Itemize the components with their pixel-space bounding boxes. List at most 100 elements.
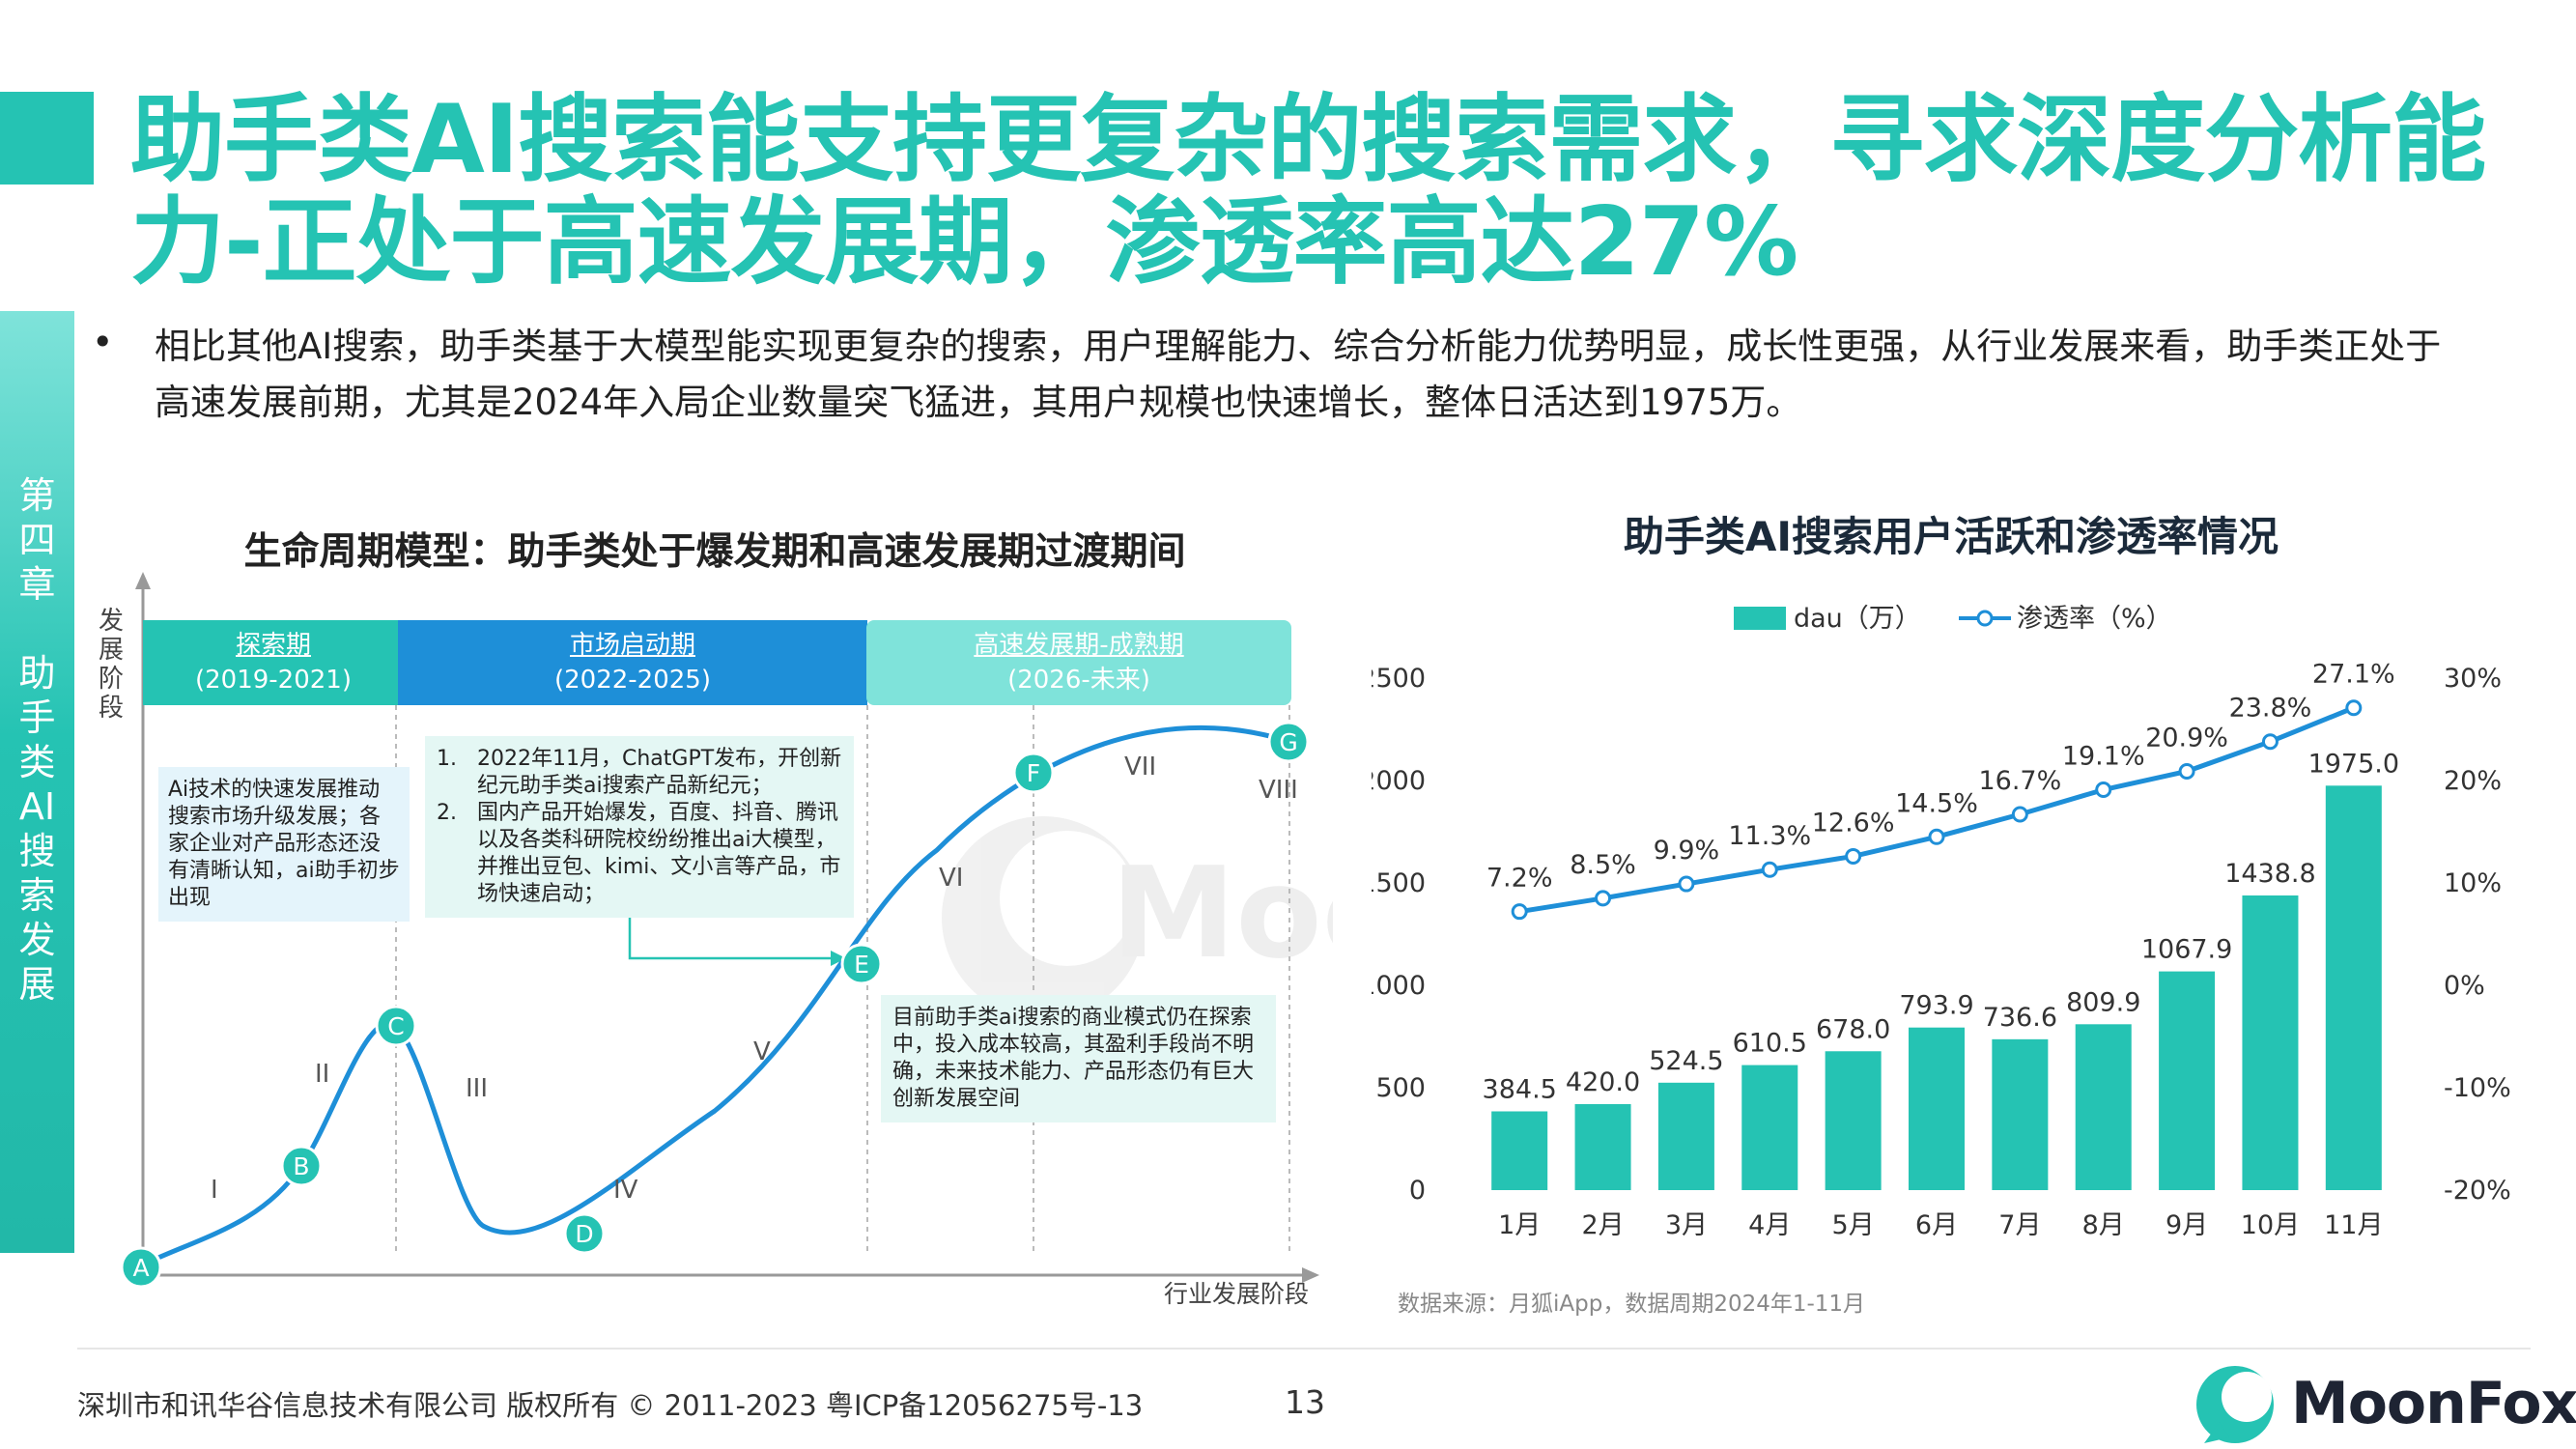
- bar: [2325, 785, 2382, 1190]
- bar-value-label: 793.9: [1899, 991, 1973, 1021]
- moonfox-logo-icon: [2196, 1366, 2274, 1443]
- footer-divider: [77, 1348, 2531, 1350]
- note-current-status: 目前助手类ai搜索的商业模式仍在探索中，投入成本较高，其盈利手段尚不明确，未来技…: [881, 995, 1276, 1122]
- line-point: [2011, 806, 2028, 823]
- line-value-label: 8.5%: [1570, 850, 1636, 880]
- x-tick-label: 2月: [1581, 1210, 1624, 1240]
- moonfox-logo-text: MoonFox: [2291, 1370, 2576, 1437]
- bar-value-label: 678.0: [1816, 1014, 1890, 1044]
- stage-exploration: 探索期 (2019-2021): [143, 620, 404, 705]
- point-A: A: [120, 1246, 162, 1289]
- svg-text:C: C: [387, 1012, 404, 1040]
- line-point: [1595, 890, 1612, 907]
- x-tick-label: 3月: [1665, 1210, 1708, 1240]
- bar: [1992, 1038, 2049, 1190]
- line-point: [2095, 781, 2112, 799]
- svg-text:F: F: [1027, 759, 1040, 787]
- bar: [1909, 1027, 1965, 1190]
- phase-label: VIII: [1259, 776, 1298, 805]
- y-right-tick: 0%: [2444, 971, 2485, 1001]
- note-market-launch: 1. 2022年11月，ChatGPT发布，开创新纪元助手类ai搜索产品新纪元； …: [425, 736, 854, 918]
- phase-label: III: [466, 1074, 488, 1103]
- point-D: D: [563, 1212, 606, 1255]
- phase-label: IV: [613, 1176, 638, 1205]
- x-tick-label: 9月: [2166, 1210, 2208, 1240]
- y-axis-label: 发 展 阶 段: [98, 607, 124, 723]
- svg-text:MoonFox: MoonFox: [1111, 839, 1333, 986]
- bar: [1491, 1111, 1548, 1190]
- bar-value-label: 524.5: [1649, 1046, 1723, 1076]
- y-left-tick: 500: [1375, 1073, 1426, 1103]
- svg-text:E: E: [854, 951, 869, 979]
- stage-high-growth: 高速发展期-成熟期 (2026-未来): [866, 620, 1291, 705]
- bar-value-label: 809.9: [2066, 987, 2140, 1017]
- chapter-label: 第 四 章 助 手 类 AI 搜 索 发 展: [18, 474, 56, 1006]
- bar-value-label: 736.6: [1983, 1003, 2057, 1033]
- phase-label: V: [753, 1037, 771, 1066]
- y-right-tick: -20%: [2444, 1176, 2511, 1206]
- line-point: [2345, 699, 2363, 717]
- title-accent-bar: [0, 92, 94, 185]
- line-point: [1511, 903, 1528, 921]
- point-C: C: [375, 1005, 417, 1047]
- bar-value-label: 1975.0: [2308, 749, 2399, 779]
- legend-line-label: 渗透率（%）: [2017, 604, 2172, 634]
- line-value-label: 19.1%: [2062, 742, 2145, 772]
- x-tick-label: 4月: [1748, 1210, 1791, 1240]
- bar-value-label: 1438.8: [2224, 859, 2315, 889]
- svg-text:D: D: [575, 1220, 593, 1248]
- page-number: 13: [1285, 1383, 1325, 1421]
- y-left-tick: 1500: [1372, 868, 1426, 898]
- line-value-label: 12.6%: [1812, 808, 1895, 838]
- bar: [1657, 1082, 1714, 1190]
- y-left-tick: 0: [1409, 1176, 1426, 1206]
- bar: [2075, 1024, 2132, 1190]
- lifecycle-title: 生命周期模型：助手类处于爆发期和高速发展期过渡期间: [243, 530, 1186, 574]
- dau-penetration-chart: dau（万） 渗透率（%） 384.5 420.0 524.5 610.5 678.0 7…: [1372, 604, 2511, 1240]
- line-value-label: 14.5%: [1895, 788, 1978, 818]
- y-right-tick: 10%: [2444, 868, 2502, 898]
- line-value-label: 27.1%: [2312, 660, 2395, 690]
- line-value-label: 9.9%: [1654, 836, 1720, 866]
- line-value-label: 7.2%: [1486, 864, 1553, 894]
- bullet-point: •: [92, 321, 114, 363]
- line-point: [1761, 861, 1778, 878]
- watermark: MoonFox: [942, 816, 1333, 1019]
- bar-value-label: 384.5: [1483, 1074, 1557, 1104]
- x-tick-label: 10月: [2241, 1210, 2300, 1240]
- svg-text:B: B: [293, 1152, 309, 1180]
- intro-paragraph: 相比其他AI搜索，助手类基于大模型能实现更复杂的搜索，用户理解能力、综合分析能力…: [155, 326, 2442, 423]
- line-value-label: 11.3%: [1728, 821, 1811, 851]
- bar: [1825, 1051, 1882, 1190]
- bar: [1574, 1103, 1631, 1190]
- chapter-sidebar: [0, 311, 74, 1253]
- y-right-tick: -10%: [2444, 1073, 2511, 1103]
- bar-value-label: 610.5: [1733, 1029, 1807, 1059]
- svg-text:A: A: [132, 1254, 149, 1282]
- phase-label: VII: [1124, 753, 1156, 781]
- bar: [2242, 895, 2299, 1190]
- x-tick-label: 1月: [1498, 1210, 1541, 1240]
- data-source: 数据来源：月狐iApp，数据周期2024年1-11月: [1398, 1292, 1866, 1317]
- line-point: [2261, 733, 2279, 751]
- x-tick-label: 7月: [1998, 1210, 2041, 1240]
- line-value-label: 16.7%: [1978, 766, 2061, 796]
- line-point: [1928, 828, 1945, 845]
- point-E: E: [840, 943, 883, 985]
- y-right-tick: 30%: [2444, 664, 2502, 694]
- bar-value-label: 1067.9: [2141, 935, 2232, 965]
- y-left-tick: 2000: [1372, 766, 1426, 796]
- x-tick-label: 8月: [2082, 1210, 2125, 1240]
- x-tick-label: 11月: [2324, 1210, 2383, 1240]
- legend-bar-swatch: [1734, 607, 1786, 630]
- line-point: [2178, 762, 2195, 780]
- chart-title: 助手类AI搜索用户活跃和渗透率情况: [1623, 513, 2279, 560]
- phase-label: VI: [939, 864, 963, 893]
- line-value-label: 23.8%: [2229, 694, 2312, 724]
- bar: [2159, 971, 2216, 1190]
- point-G: G: [1267, 721, 1310, 763]
- y-left-tick: 2500: [1372, 664, 1426, 694]
- x-tick-label: 5月: [1832, 1210, 1875, 1240]
- bar: [1741, 1065, 1798, 1190]
- page-title: 助手类AI搜索能支持更复杂的搜索需求，寻求深度分析能 力-正处于高速发展期，渗透…: [130, 85, 2486, 298]
